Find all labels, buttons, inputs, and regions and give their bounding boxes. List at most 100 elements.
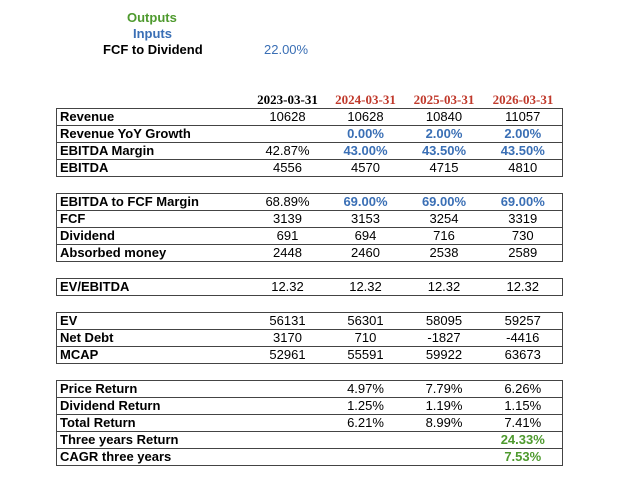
cell xyxy=(248,414,327,432)
cell: 710 xyxy=(326,329,405,347)
row-label: Net Debt xyxy=(56,329,249,347)
cell: 1.25% xyxy=(326,397,405,415)
cell: 59257 xyxy=(483,312,563,330)
cell: 716 xyxy=(404,227,484,245)
cell: 12.32 xyxy=(248,278,327,296)
table-row-mcap: MCAP 52961 55591 59922 63673 xyxy=(56,346,563,364)
cell xyxy=(248,125,327,143)
cell: 730 xyxy=(483,227,563,245)
inputs-legend: Inputs xyxy=(133,26,172,41)
cell: 691 xyxy=(248,227,327,245)
date-header: 2023-03-31 xyxy=(248,92,327,109)
table-row-dividend-return: Dividend Return 1.25% 1.19% 1.15% xyxy=(56,397,563,415)
row-label: EBITDA xyxy=(56,159,249,177)
cell xyxy=(326,431,405,449)
cell: 4.97% xyxy=(326,380,405,398)
table-row-ev: EV 56131 56301 58095 59257 xyxy=(56,312,563,330)
cell: 10628 xyxy=(326,108,405,126)
outputs-legend: Outputs xyxy=(127,10,177,25)
cell: 4570 xyxy=(326,159,405,177)
table-row-revenue: Revenue 10628 10628 10840 11057 xyxy=(56,108,563,126)
table-row-three-year-return: Three years Return 24.33% xyxy=(56,431,563,449)
cell: 3254 xyxy=(404,210,484,228)
output-cell: 24.33% xyxy=(483,431,563,449)
cell: 42.87% xyxy=(248,142,327,160)
input-cell[interactable]: 69.00% xyxy=(483,193,563,211)
spacer-row xyxy=(56,176,563,194)
input-cell[interactable]: 2.00% xyxy=(483,125,563,143)
cell: 52961 xyxy=(248,346,327,364)
row-label: EV/EBITDA xyxy=(56,278,249,296)
row-label: Absorbed money xyxy=(56,244,249,262)
cell xyxy=(248,397,327,415)
input-cell[interactable]: 69.00% xyxy=(404,193,484,211)
cell: 3170 xyxy=(248,329,327,347)
cell: 4556 xyxy=(248,159,327,177)
cell: 6.21% xyxy=(326,414,405,432)
cell: 8.99% xyxy=(404,414,484,432)
row-label: Three years Return xyxy=(56,431,249,449)
spacer-row xyxy=(56,295,563,313)
cell: 2538 xyxy=(404,244,484,262)
table-row-dividend: Dividend 691 694 716 730 xyxy=(56,227,563,245)
cell: 11057 xyxy=(483,108,563,126)
input-cell[interactable]: 2.00% xyxy=(404,125,484,143)
row-label: EBITDA to FCF Margin xyxy=(56,193,249,211)
row-label: Total Return xyxy=(56,414,249,432)
cell: 7.79% xyxy=(404,380,484,398)
row-label: Price Return xyxy=(56,380,249,398)
date-header-row: 2023-03-31 2024-03-31 2025-03-31 2026-03… xyxy=(56,92,563,109)
table-row-ebitda: EBITDA 4556 4570 4715 4810 xyxy=(56,159,563,177)
cell xyxy=(404,431,484,449)
date-header: 2024-03-31 xyxy=(326,92,405,109)
cell: 59922 xyxy=(404,346,484,364)
input-cell[interactable]: 69.00% xyxy=(326,193,405,211)
table-row-absorbed-money: Absorbed money 2448 2460 2538 2589 xyxy=(56,244,563,262)
spacer-row xyxy=(56,261,563,279)
cell: 55591 xyxy=(326,346,405,364)
input-cell[interactable]: 43.50% xyxy=(404,142,484,160)
table-row-ebitda-to-fcf: EBITDA to FCF Margin 68.89% 69.00% 69.00… xyxy=(56,193,563,211)
table-row-net-debt: Net Debt 3170 710 -1827 -4416 xyxy=(56,329,563,347)
input-cell[interactable]: 43.00% xyxy=(326,142,405,160)
header-corner xyxy=(56,92,249,109)
cell xyxy=(248,431,327,449)
date-header: 2026-03-31 xyxy=(483,92,563,109)
cell: 12.32 xyxy=(326,278,405,296)
cell: 7.41% xyxy=(483,414,563,432)
cell: 2589 xyxy=(483,244,563,262)
cell xyxy=(326,448,405,466)
cell: 3153 xyxy=(326,210,405,228)
cell: 3319 xyxy=(483,210,563,228)
table-row-ev-ebitda: EV/EBITDA 12.32 12.32 12.32 12.32 xyxy=(56,278,563,296)
cell: 4715 xyxy=(404,159,484,177)
row-label: Dividend Return xyxy=(56,397,249,415)
table-row-revenue-growth: Revenue YoY Growth 0.00% 2.00% 2.00% xyxy=(56,125,563,143)
table-row-ebitda-margin: EBITDA Margin 42.87% 43.00% 43.50% 43.50… xyxy=(56,142,563,160)
row-label: CAGR three years xyxy=(56,448,249,466)
cell xyxy=(248,380,327,398)
cell: 68.89% xyxy=(248,193,327,211)
table-row-cagr: CAGR three years 7.53% xyxy=(56,448,563,466)
cell: -1827 xyxy=(404,329,484,347)
cell: 3139 xyxy=(248,210,327,228)
cell xyxy=(248,448,327,466)
cell: 58095 xyxy=(404,312,484,330)
cell: 2448 xyxy=(248,244,327,262)
fcf-to-dividend-input[interactable]: 22.00% xyxy=(264,42,309,57)
cell: 1.19% xyxy=(404,397,484,415)
row-label: Dividend xyxy=(56,227,249,245)
spacer-row xyxy=(56,363,563,381)
input-cell[interactable]: 0.00% xyxy=(326,125,405,143)
cell: -4416 xyxy=(483,329,563,347)
cell: 56301 xyxy=(326,312,405,330)
cell: 2460 xyxy=(326,244,405,262)
cell xyxy=(404,448,484,466)
row-label: EV xyxy=(56,312,249,330)
date-header: 2025-03-31 xyxy=(404,92,484,109)
table-row-price-return: Price Return 4.97% 7.79% 6.26% xyxy=(56,380,563,398)
cell: 63673 xyxy=(483,346,563,364)
table-row-fcf: FCF 3139 3153 3254 3319 xyxy=(56,210,563,228)
table-row-total-return: Total Return 6.21% 8.99% 7.41% xyxy=(56,414,563,432)
input-cell[interactable]: 43.50% xyxy=(483,142,563,160)
